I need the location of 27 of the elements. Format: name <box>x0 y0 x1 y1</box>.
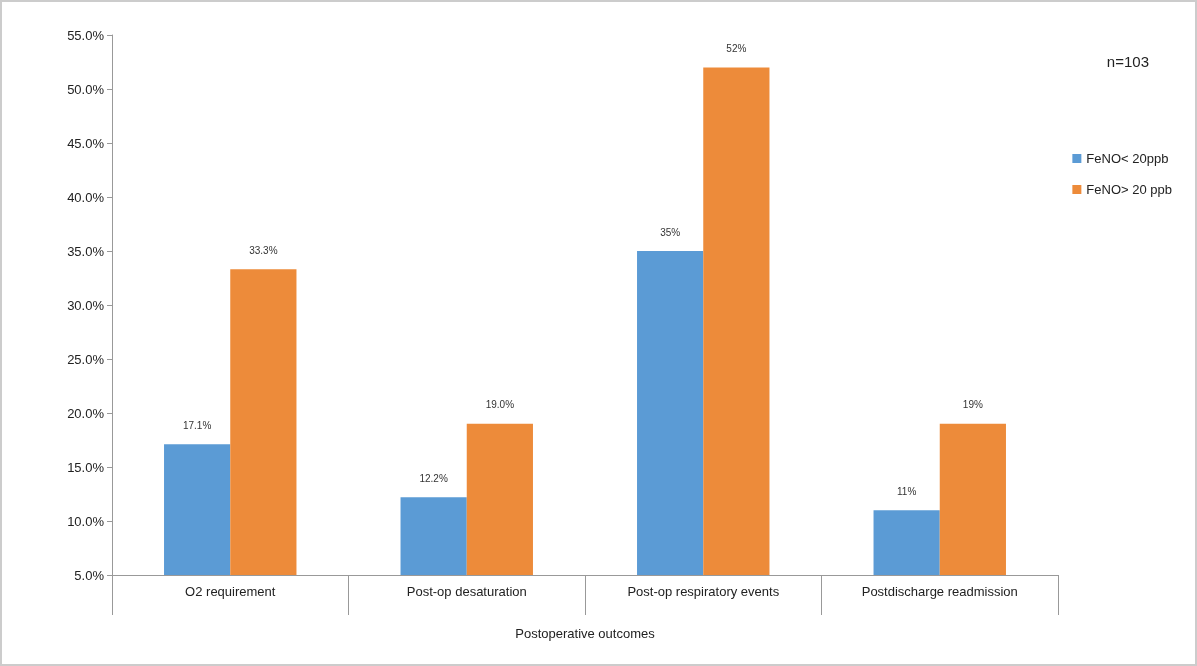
data-label: 33.3% <box>249 244 278 256</box>
data-label: 17.1% <box>182 419 212 431</box>
y-tick-label: 25.0% <box>67 351 105 367</box>
data-label: 19.0% <box>485 399 515 411</box>
y-tick-label: 20.0% <box>67 405 105 421</box>
data-label: 12.2% <box>419 472 448 484</box>
data-label: 35% <box>660 226 681 238</box>
x-tick-label: Post-op desaturation <box>406 584 527 599</box>
x-tick-label: Post-op respiratory events <box>627 584 780 599</box>
data-label: 11% <box>897 485 917 497</box>
x-axis-title: Postoperative outcomes <box>515 626 656 641</box>
data-label: 19% <box>962 399 983 411</box>
y-tick-label: 5.0% <box>74 567 105 583</box>
y-tick-label: 50.0% <box>67 81 105 97</box>
y-tick-label: 55.0% <box>67 27 105 43</box>
y-tick-label: 35.0% <box>67 243 105 259</box>
text: n=103 <box>1106 53 1150 70</box>
legend-label: FeNO< 20ppb <box>1086 151 1169 166</box>
data-label: 52% <box>726 42 747 54</box>
legend-label: FeNO> 20 ppb <box>1086 182 1172 197</box>
x-tick-label: Postdischarge readmission <box>861 584 1018 599</box>
y-tick-label: 10.0% <box>67 513 105 529</box>
y-tick-label: 40.0% <box>67 189 105 205</box>
y-tick-label: 30.0% <box>67 297 105 313</box>
y-tick-label: 15.0% <box>67 459 105 475</box>
y-tick-label: 45.0% <box>67 135 105 151</box>
x-tick-label: O2 requirement <box>185 584 276 599</box>
